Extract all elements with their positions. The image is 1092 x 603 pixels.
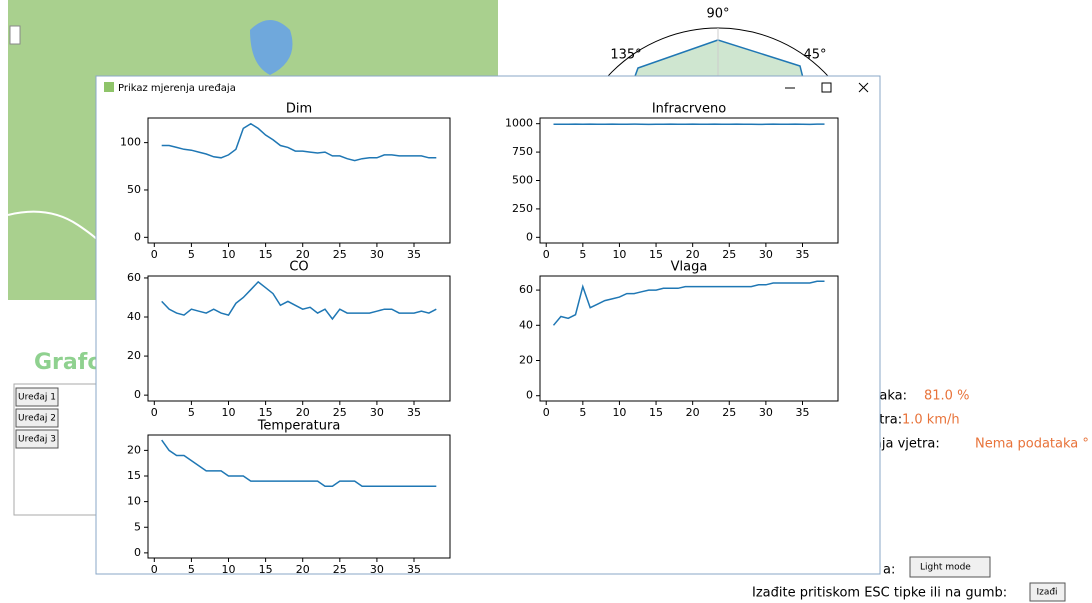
x-tick-label: 0 (151, 406, 158, 419)
x-tick-label: 15 (649, 406, 663, 419)
window (96, 76, 880, 574)
chart-title: CO (289, 260, 308, 275)
y-tick-label: 0 (134, 546, 141, 559)
chart-title: Dim (286, 102, 312, 117)
device-button-label: Uređaj 1 (18, 393, 56, 403)
x-tick-label: 35 (407, 563, 421, 576)
page: 90° 135° 45° Grafo Uređaj 1 Uređaj 2 Ure… (0, 0, 1092, 603)
x-tick-label: 35 (795, 248, 809, 261)
y-tick-label: 20 (127, 349, 141, 362)
x-tick-label: 25 (722, 248, 736, 261)
x-tick-label: 15 (649, 248, 663, 261)
x-tick-label: 15 (259, 248, 273, 261)
y-tick-label: 60 (127, 271, 141, 284)
x-tick-label: 30 (370, 563, 384, 576)
device-button-label: Uređaj 2 (18, 414, 56, 424)
y-tick-label: 100 (120, 136, 141, 149)
info-label: a: (883, 563, 895, 578)
y-tick-label: 50 (127, 183, 141, 196)
x-tick-label: 30 (370, 406, 384, 419)
x-tick-label: 10 (222, 406, 236, 419)
polar-label: 45° (803, 48, 826, 63)
x-tick-label: 15 (259, 406, 273, 419)
x-tick-label: 5 (188, 406, 195, 419)
y-tick-label: 20 (519, 354, 533, 367)
y-tick-label: 40 (519, 318, 533, 331)
x-tick-label: 0 (151, 248, 158, 261)
x-tick-label: 25 (722, 406, 736, 419)
x-tick-label: 25 (333, 406, 347, 419)
y-tick-label: 0 (134, 230, 141, 243)
x-tick-label: 20 (296, 563, 310, 576)
x-tick-label: 35 (795, 406, 809, 419)
x-tick-label: 35 (407, 248, 421, 261)
y-tick-label: 10 (127, 495, 141, 508)
chart-title: Temperatura (257, 419, 341, 434)
x-tick-label: 30 (759, 406, 773, 419)
x-tick-label: 5 (579, 406, 586, 419)
mode-button-label: Light mode (920, 563, 971, 573)
y-tick-label: 40 (127, 310, 141, 323)
chart-title: Vlaga (671, 260, 708, 275)
info-value: 1.0 km/h (902, 413, 960, 428)
x-tick-label: 15 (259, 563, 273, 576)
x-tick-label: 30 (759, 248, 773, 261)
x-tick-label: 5 (188, 563, 195, 576)
window-title: Prikaz mjerenja uređaja (118, 83, 236, 94)
y-tick-label: 500 (512, 174, 533, 187)
x-tick-label: 35 (407, 406, 421, 419)
y-tick-label: 20 (127, 443, 141, 456)
y-tick-label: 0 (526, 389, 533, 402)
x-tick-label: 25 (333, 563, 347, 576)
x-tick-label: 20 (296, 406, 310, 419)
info-value: Nema podataka ° (975, 437, 1089, 452)
x-tick-label: 20 (686, 406, 700, 419)
y-tick-label: 750 (512, 145, 533, 158)
y-tick-label: 15 (127, 469, 141, 482)
chart-title: Infracrveno (652, 102, 726, 117)
exit-label: Izađite pritiskom ESC tipke ili na gumb: (752, 586, 1007, 601)
polar-label: 135° (610, 48, 641, 63)
x-tick-label: 10 (612, 248, 626, 261)
window-icon (104, 82, 114, 92)
exit-button-label: Izađi (1036, 588, 1057, 598)
heading: Grafo (34, 350, 102, 375)
polar-label: 90° (706, 7, 729, 22)
x-tick-label: 10 (612, 406, 626, 419)
x-tick-label: 0 (151, 563, 158, 576)
x-tick-label: 0 (543, 248, 550, 261)
x-tick-label: 10 (222, 563, 236, 576)
y-tick-label: 0 (526, 230, 533, 243)
device-button-label: Uređaj 3 (18, 435, 56, 445)
x-tick-label: 10 (222, 248, 236, 261)
x-tick-label: 30 (370, 248, 384, 261)
x-tick-label: 0 (543, 406, 550, 419)
y-tick-label: 5 (134, 520, 141, 533)
y-tick-label: 250 (512, 202, 533, 215)
y-tick-label: 1000 (505, 117, 533, 130)
x-tick-label: 5 (579, 248, 586, 261)
info-value: 81.0 % (924, 389, 969, 404)
x-tick-label: 5 (188, 248, 195, 261)
x-tick-label: 25 (333, 248, 347, 261)
y-tick-label: 0 (134, 388, 141, 401)
screen: 90° 135° 45° Grafo Uređaj 1 Uređaj 2 Ure… (0, 0, 1092, 603)
y-tick-label: 60 (519, 283, 533, 296)
zoom-control[interactable] (10, 26, 20, 44)
